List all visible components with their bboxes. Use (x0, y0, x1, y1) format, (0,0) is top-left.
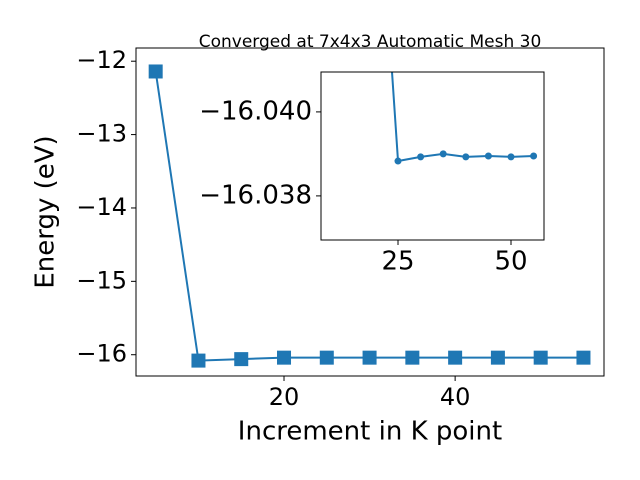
marker (362, 350, 377, 365)
marker (234, 352, 249, 367)
y-tick-label: −15 (76, 266, 127, 294)
plot-area (148, 64, 591, 368)
series-line (391, 72, 534, 163)
marker (319, 350, 334, 365)
x-tick-label: 20 (269, 383, 300, 411)
x-axis-label: Increment in K point (238, 417, 502, 447)
marker (533, 350, 548, 365)
y-tick-label: −16.038 (199, 180, 312, 210)
x-tick-label: 50 (494, 247, 527, 277)
marker (417, 153, 425, 161)
marker (530, 152, 538, 160)
marker (191, 353, 206, 368)
marker (490, 350, 505, 365)
marker (439, 150, 447, 158)
y-tick-label: −12 (76, 46, 127, 74)
marker (405, 350, 420, 365)
y-tick-label: −16.040 (199, 96, 312, 126)
y-tick-label: −13 (76, 120, 127, 148)
axes-frame (135, 47, 605, 377)
marker (277, 350, 292, 365)
marker (576, 350, 591, 365)
y-tick-label: −16 (76, 340, 127, 368)
marker (394, 157, 402, 165)
marker (484, 152, 492, 160)
marker (148, 64, 163, 79)
plot-area (391, 72, 538, 165)
marker (462, 153, 470, 161)
x-tick-label: 25 (381, 247, 414, 277)
x-tick-label: 40 (440, 383, 471, 411)
chart-title: Converged at 7x4x3 Automatic Mesh 30 (199, 32, 542, 52)
axes-frame (320, 71, 545, 241)
y-tick-label: −14 (76, 193, 127, 221)
marker (448, 350, 463, 365)
y-axis-label: Energy (eV) (31, 135, 61, 288)
marker (507, 153, 515, 161)
